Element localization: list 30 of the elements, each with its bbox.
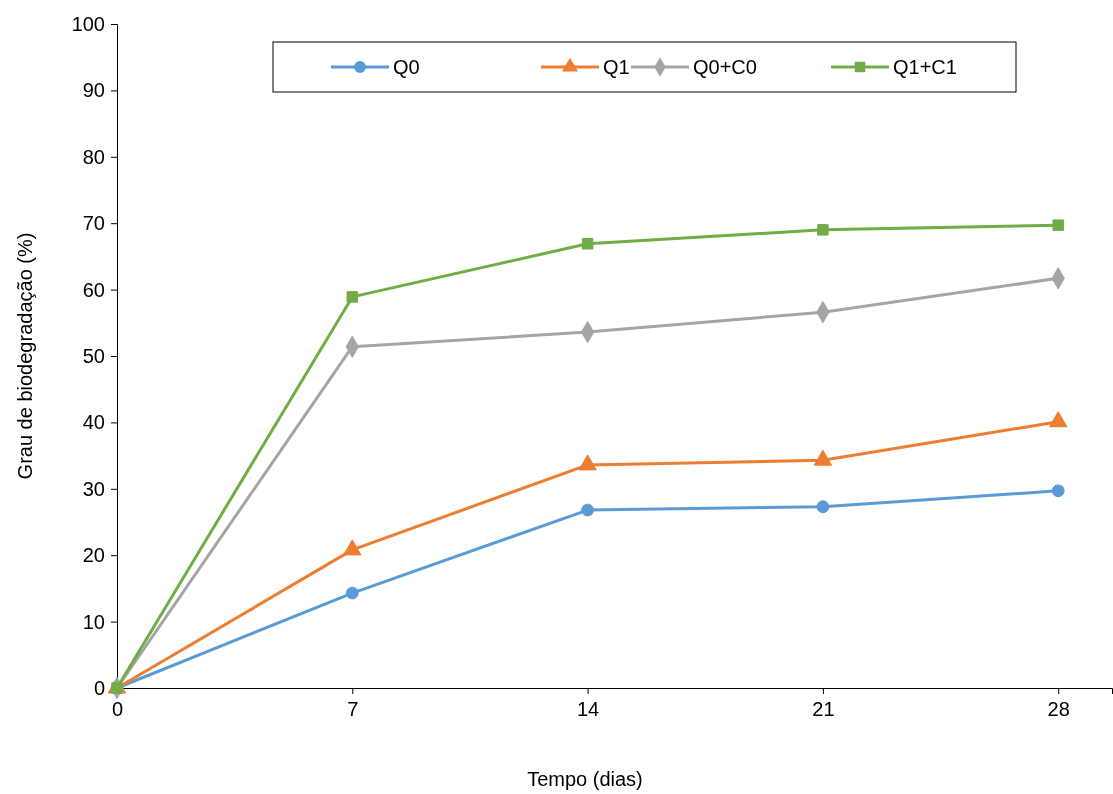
legend-label: Q1+C1 <box>893 56 957 78</box>
point <box>1051 484 1065 498</box>
y-tick-label: 0 <box>93 676 105 699</box>
y-tick-label: 10 <box>82 610 105 633</box>
y-tick-label: 90 <box>82 79 105 102</box>
y-tick-label: 50 <box>82 344 105 367</box>
point <box>345 586 359 600</box>
legend-label: Q0+C0 <box>693 56 757 78</box>
point <box>817 224 829 236</box>
point <box>581 238 594 250</box>
y-tick-label: 40 <box>82 411 105 434</box>
x-tick-label: 7 <box>347 698 359 721</box>
point <box>1052 219 1064 231</box>
y-tick-label: 100 <box>71 12 105 35</box>
point <box>346 291 359 303</box>
y-tick-label: 30 <box>82 477 105 500</box>
x-tick-label: 0 <box>111 698 124 721</box>
point <box>816 500 830 514</box>
x-axis-title: Tempo (dias) <box>527 768 643 790</box>
legend-label: Q0 <box>393 56 420 78</box>
y-tick-label: 20 <box>82 544 105 567</box>
y-axis-title: Grau de biodegradação (%) <box>14 232 36 480</box>
y-tick-label: 60 <box>82 278 105 301</box>
legend-label: Q1 <box>603 56 630 78</box>
y-tick-label: 70 <box>82 212 105 235</box>
x-tick-label: 28 <box>1047 698 1070 721</box>
x-tick-label: 21 <box>812 698 835 721</box>
y-tick-label: 80 <box>82 145 105 168</box>
x-tick-label: 14 <box>576 698 600 721</box>
point <box>581 503 595 517</box>
